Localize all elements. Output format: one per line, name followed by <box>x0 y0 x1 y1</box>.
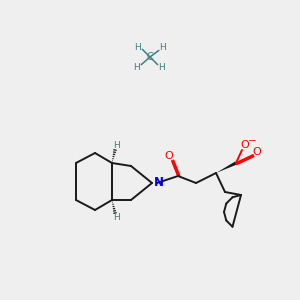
Text: H: H <box>158 63 165 72</box>
Polygon shape <box>216 161 237 173</box>
Text: O: O <box>253 147 261 157</box>
Text: O: O <box>241 140 249 150</box>
Text: H: H <box>134 43 141 52</box>
Text: C: C <box>147 52 153 62</box>
Text: H: H <box>112 140 119 149</box>
Text: H: H <box>159 43 166 52</box>
Text: −: − <box>248 136 256 146</box>
Text: H: H <box>133 63 140 72</box>
Text: O: O <box>165 151 173 161</box>
Text: N: N <box>154 176 164 190</box>
Text: H: H <box>112 214 119 223</box>
